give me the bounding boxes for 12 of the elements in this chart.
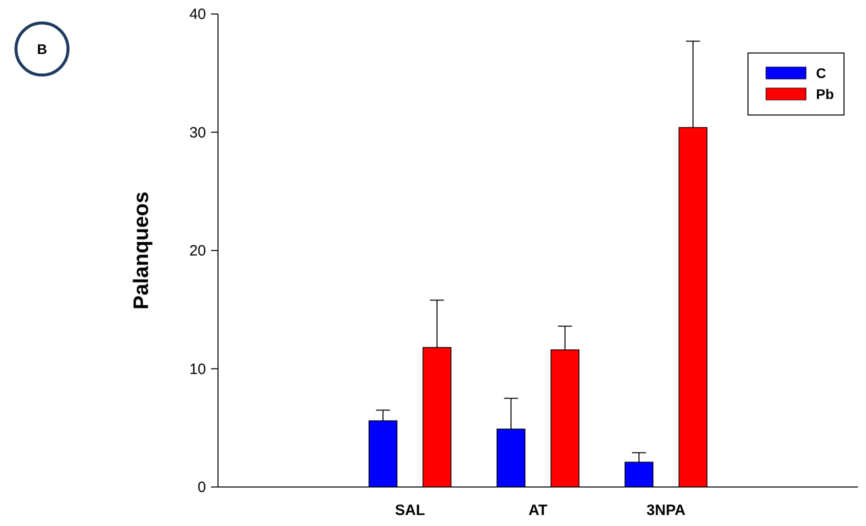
y-tick-label: 10 xyxy=(189,360,206,378)
x-tick-label: AT xyxy=(528,502,548,519)
y-tick-label: 40 xyxy=(189,6,206,23)
legend-label: C xyxy=(816,65,826,81)
y-tick-label: 20 xyxy=(189,242,206,260)
x-tick-label: 3NPA xyxy=(646,502,686,519)
text: B xyxy=(36,41,48,57)
y-axis-title: Palanqueos xyxy=(130,192,153,310)
y-tick-label: 0 xyxy=(198,479,206,496)
y-tick-label: 30 xyxy=(189,124,206,142)
legend-label: Pb xyxy=(816,86,834,102)
x-tick-label: SAL xyxy=(395,502,425,519)
